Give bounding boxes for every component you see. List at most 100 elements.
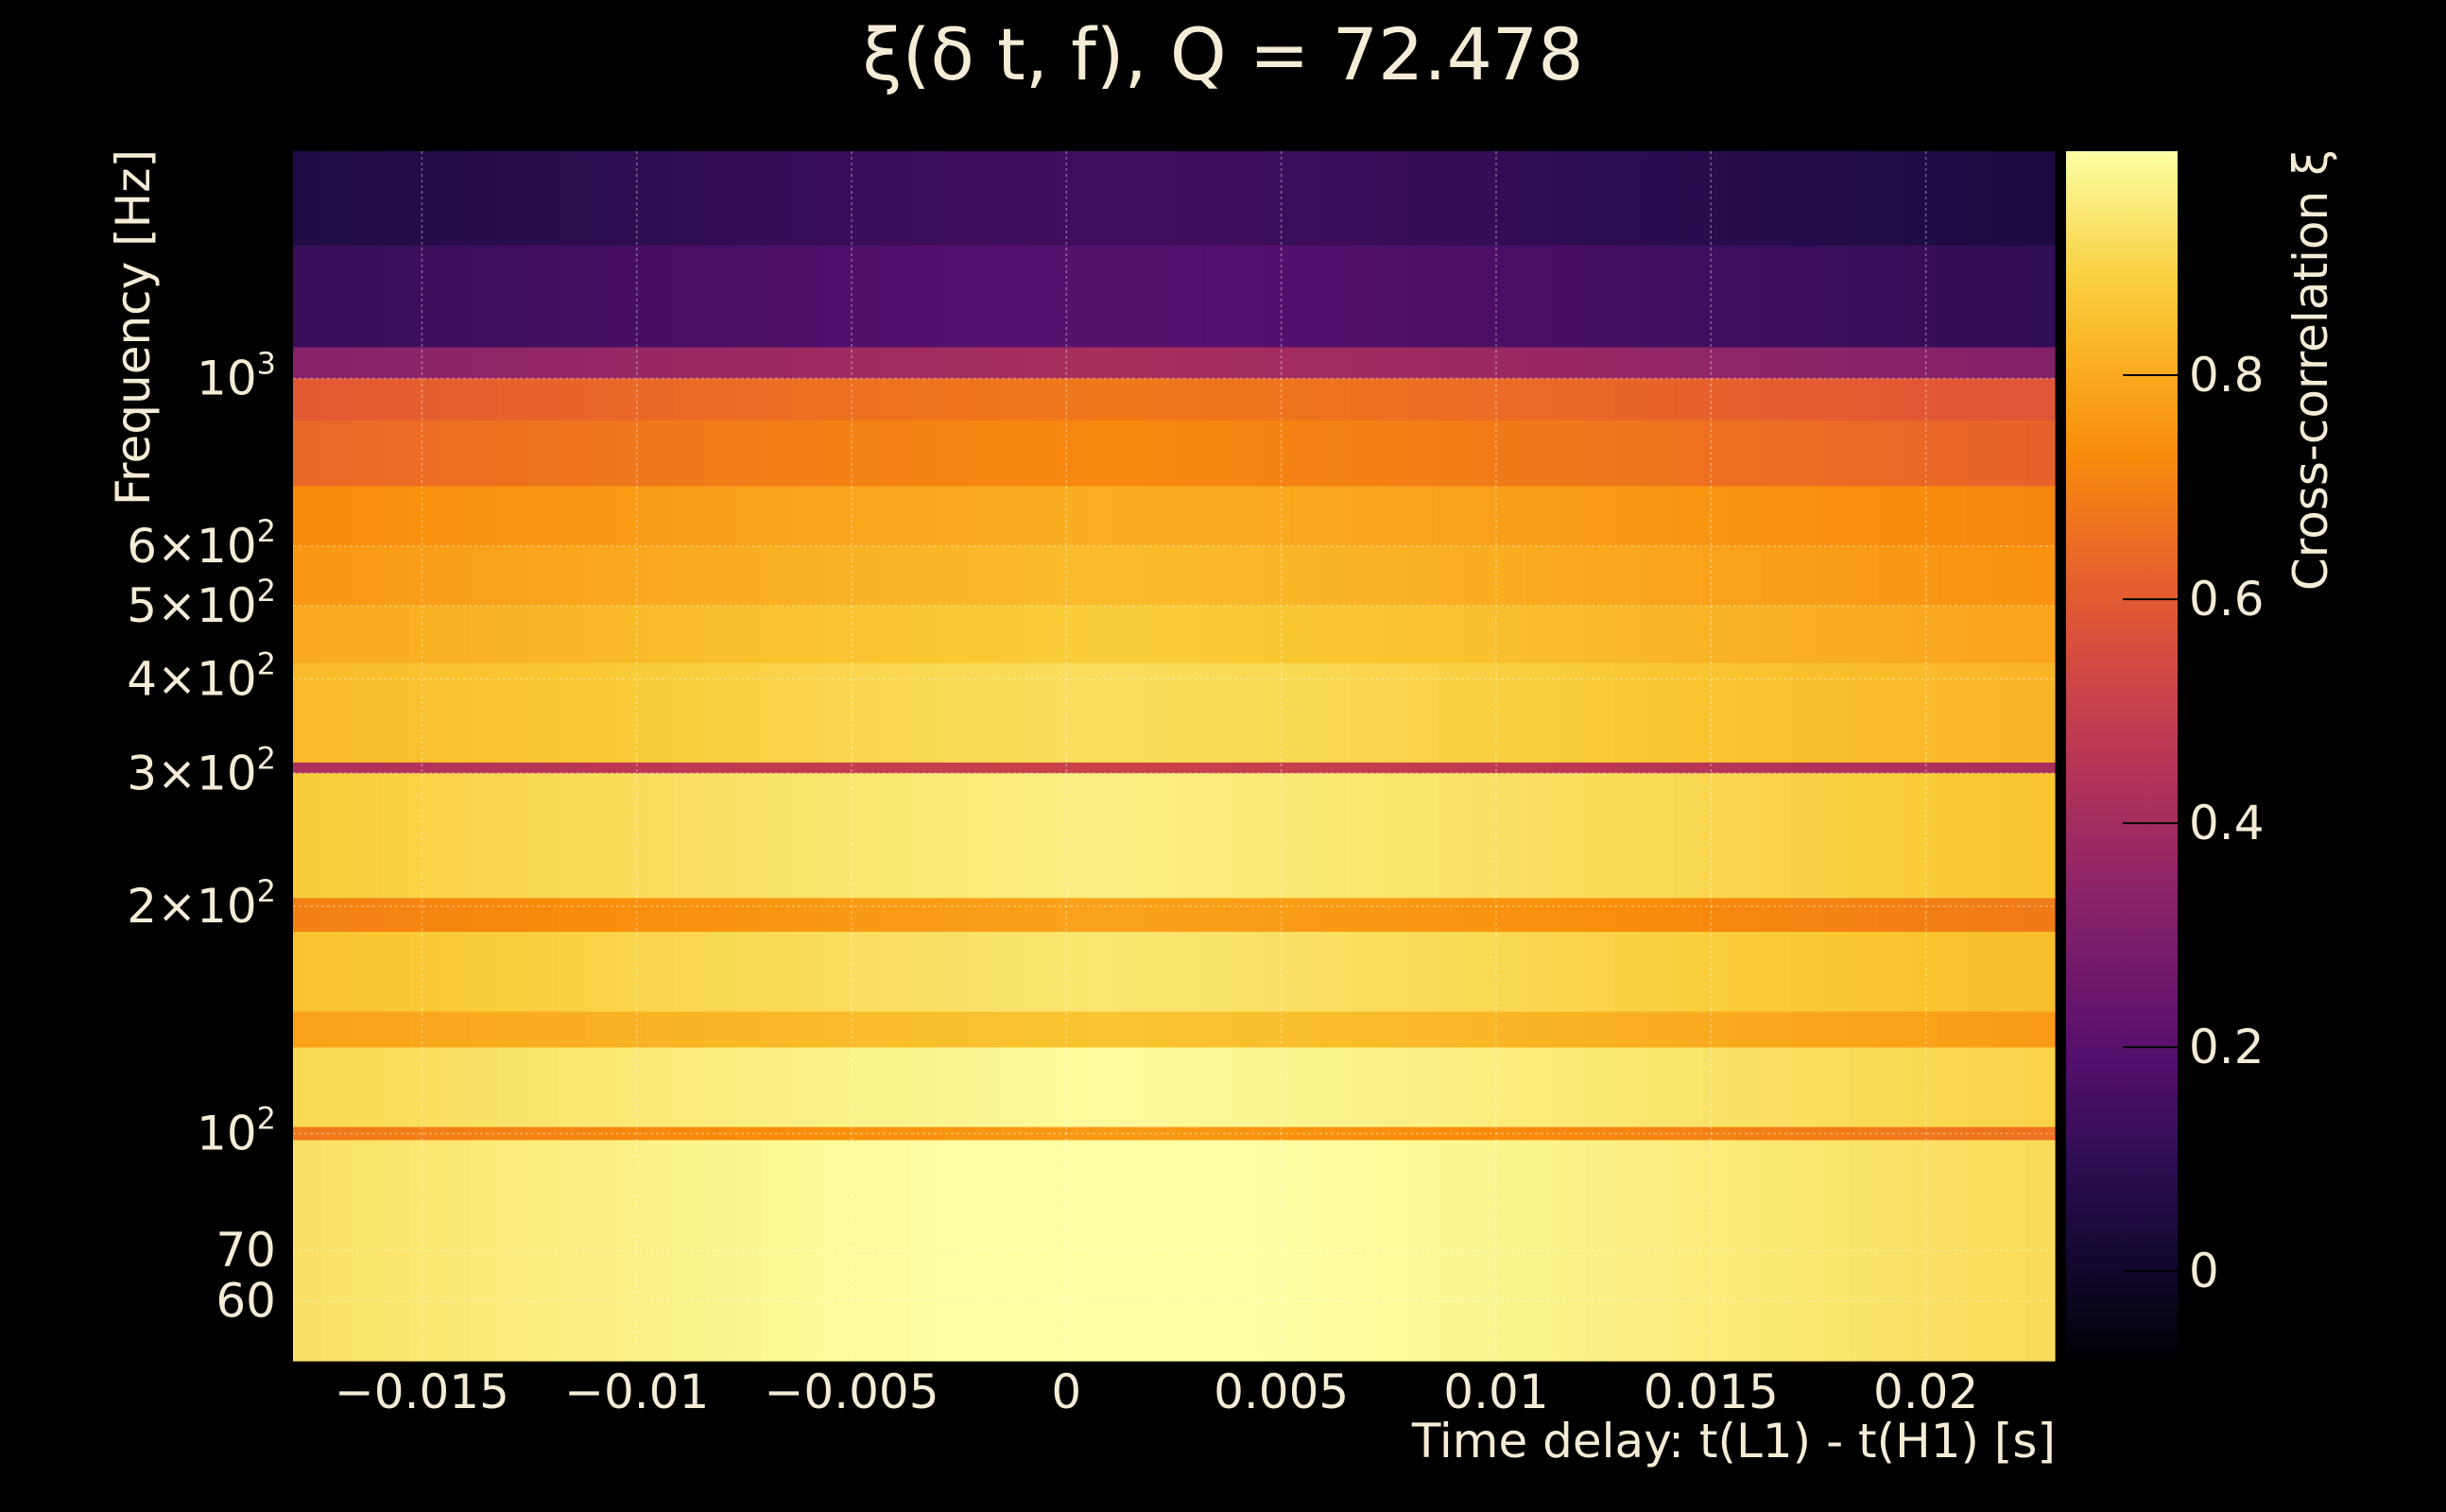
heatmap-cell xyxy=(792,245,822,349)
heatmap-cell xyxy=(1291,762,1321,774)
heatmap-cell xyxy=(1790,662,1821,764)
heatmap-cell xyxy=(703,1126,734,1142)
heatmap-cell xyxy=(733,347,764,380)
heatmap-cell xyxy=(1114,347,1145,380)
heatmap-cell xyxy=(1114,420,1145,488)
heatmap-cell xyxy=(557,151,588,247)
heatmap-cell xyxy=(792,1011,822,1049)
heatmap-cell xyxy=(1819,245,1851,349)
heatmap-cell xyxy=(1232,1011,1263,1049)
heatmap-cell xyxy=(322,420,353,488)
heatmap-cell xyxy=(1673,762,1703,774)
heatmap-cell xyxy=(1114,1011,1145,1049)
heatmap-cell xyxy=(2024,245,2056,349)
x-tick-label: 0.015 xyxy=(1644,1365,1779,1419)
heatmap-cell xyxy=(645,762,676,774)
heatmap-cell xyxy=(615,1047,646,1128)
heatmap-cell xyxy=(792,932,822,1013)
heatmap-cell xyxy=(322,1011,353,1049)
heatmap-cell xyxy=(1379,898,1410,933)
heatmap-cell xyxy=(381,1126,411,1142)
heatmap-cell xyxy=(1584,378,1615,421)
heatmap-cell xyxy=(821,773,852,899)
heatmap-cell xyxy=(381,1047,411,1128)
heatmap-cell xyxy=(1878,898,1909,933)
heatmap-cell xyxy=(527,347,559,380)
heatmap-cell xyxy=(527,545,559,607)
heatmap-cell xyxy=(1644,773,1674,899)
heatmap-cell xyxy=(645,545,676,607)
heatmap-cell xyxy=(1114,1126,1145,1142)
heatmap-cell xyxy=(1085,486,1116,547)
y-tick-label: 4×102 xyxy=(127,645,276,706)
heatmap-cell xyxy=(645,606,676,664)
heatmap-cell xyxy=(1731,898,1762,933)
heatmap-cell xyxy=(1702,486,1732,547)
heatmap-cell xyxy=(1467,606,1498,664)
heatmap-cell xyxy=(821,932,852,1013)
heatmap-cell xyxy=(1320,545,1351,607)
heatmap-cell xyxy=(909,245,940,349)
heatmap-cell xyxy=(1644,898,1674,933)
heatmap-cell xyxy=(968,773,999,899)
heatmap-cell xyxy=(792,1126,822,1142)
heatmap-cell xyxy=(1644,151,1674,247)
heatmap-cell xyxy=(2024,606,2056,664)
heatmap-cell xyxy=(1144,1047,1175,1128)
heatmap-cell xyxy=(674,347,705,380)
heatmap-cell xyxy=(1937,1011,1968,1049)
heatmap-cell xyxy=(557,1140,588,1362)
heatmap-cell xyxy=(821,1126,852,1142)
heatmap-cell xyxy=(1995,773,2026,899)
heatmap-cell xyxy=(1731,486,1762,547)
heatmap-cell xyxy=(997,1047,1028,1128)
heatmap-cell xyxy=(498,486,529,547)
heatmap-cell xyxy=(498,762,529,774)
heatmap-cell xyxy=(703,347,734,380)
heatmap-cell xyxy=(1907,606,1938,664)
heatmap-cell xyxy=(1907,932,1938,1013)
heatmap-cell xyxy=(733,1140,764,1362)
heatmap-cell xyxy=(1408,606,1439,664)
heatmap-cell xyxy=(1995,606,2026,664)
heatmap-cell xyxy=(1438,662,1469,764)
heatmap-cell xyxy=(293,662,323,764)
heatmap-cell xyxy=(1849,1047,1880,1128)
heatmap-cell xyxy=(1291,662,1321,764)
heatmap-cell xyxy=(1966,245,1997,349)
heatmap-cell xyxy=(1262,606,1292,664)
heatmap-cell xyxy=(615,773,646,899)
heatmap-cell xyxy=(1291,347,1321,380)
heatmap-cell xyxy=(1555,762,1586,774)
heatmap-cell xyxy=(1232,1126,1263,1142)
heatmap-cell xyxy=(1085,1047,1116,1128)
heatmap-cell xyxy=(880,1011,910,1049)
x-axis-label: Time delay: t(L1) - t(H1) [s] xyxy=(1411,1414,2056,1469)
heatmap-cell xyxy=(498,606,529,664)
heatmap-cell xyxy=(1966,773,1997,899)
heatmap-cell xyxy=(1702,1047,1732,1128)
heatmap-cell xyxy=(821,545,852,607)
heatmap-cell xyxy=(469,151,500,247)
heatmap-cell xyxy=(1731,151,1762,247)
heatmap-cell xyxy=(615,1011,646,1049)
heatmap-cell xyxy=(1555,486,1586,547)
heatmap-cell xyxy=(1849,606,1880,664)
heatmap-cell xyxy=(1731,1140,1762,1362)
heatmap-cell xyxy=(322,347,353,380)
heatmap-cell xyxy=(1555,151,1586,247)
heatmap-cell xyxy=(615,486,646,547)
heatmap-cell xyxy=(1555,378,1586,421)
heatmap-cell xyxy=(1673,420,1703,488)
heatmap-cell xyxy=(322,932,353,1013)
heatmap-cell xyxy=(909,378,940,421)
heatmap-cell xyxy=(1350,932,1381,1013)
heatmap-cell xyxy=(1907,1126,1938,1142)
heatmap-cell xyxy=(703,662,734,764)
heatmap-cell xyxy=(527,662,559,764)
heatmap-cell xyxy=(1584,245,1615,349)
heatmap-cell xyxy=(1878,151,1909,247)
heatmap-cell xyxy=(1702,245,1732,349)
heatmap-cell xyxy=(1702,1126,1732,1142)
heatmap-cell xyxy=(821,1011,852,1049)
